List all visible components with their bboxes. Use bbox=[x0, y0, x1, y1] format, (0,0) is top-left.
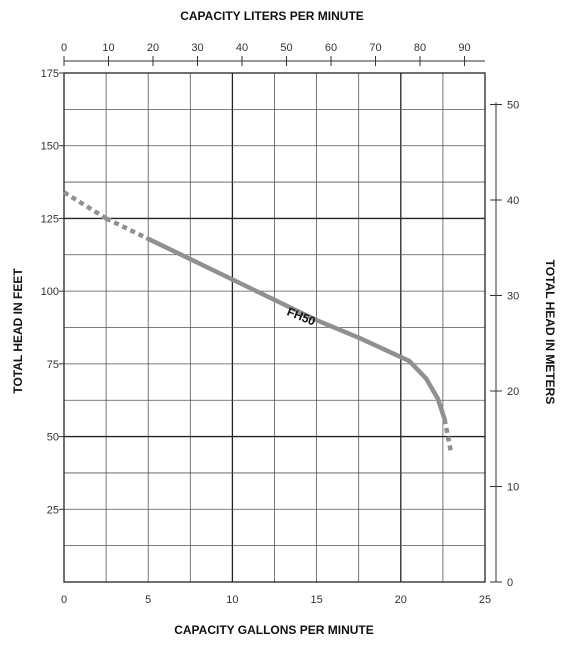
right-axis: 0 10 20 30 40 50 bbox=[490, 100, 519, 589]
series-label: FH50 bbox=[285, 305, 318, 329]
left-axis: 25 50 75 100 125 150 175 bbox=[41, 68, 64, 516]
left-axis-title: TOTAL HEAD IN FEET bbox=[11, 268, 25, 394]
left-tick-label: 25 bbox=[47, 504, 59, 516]
series-segment bbox=[230, 277, 277, 303]
top-tick-label: 20 bbox=[147, 42, 159, 54]
right-tick-label: 20 bbox=[507, 386, 519, 398]
top-tick-label: 0 bbox=[61, 42, 67, 54]
series-segment bbox=[62, 190, 108, 221]
bottom-tick-label: 20 bbox=[395, 594, 407, 606]
series-segment bbox=[445, 436, 454, 455]
right-tick-label: 40 bbox=[507, 195, 519, 207]
series-segment bbox=[145, 236, 193, 262]
left-tick-label: 150 bbox=[41, 141, 59, 153]
left-tick-label: 175 bbox=[41, 68, 59, 80]
right-tick-label: 0 bbox=[507, 577, 513, 589]
bottom-tick-label: 5 bbox=[145, 594, 151, 606]
plot-frame bbox=[63, 72, 486, 583]
series-segment bbox=[356, 335, 387, 352]
left-tick-label: 125 bbox=[41, 213, 59, 225]
grid bbox=[64, 73, 485, 582]
top-axis-title: CAPACITY LITERS PER MINUTE bbox=[180, 9, 364, 23]
series-segment bbox=[314, 317, 361, 340]
left-tick-label: 100 bbox=[41, 286, 59, 298]
left-tick-label: 50 bbox=[47, 432, 59, 444]
top-tick-label: 70 bbox=[369, 42, 381, 54]
bottom-tick-label: 25 bbox=[479, 594, 491, 606]
right-tick-label: 50 bbox=[507, 100, 519, 112]
top-tick-label: 90 bbox=[458, 42, 470, 54]
plot-border bbox=[63, 72, 486, 583]
series-segment bbox=[381, 347, 412, 364]
bottom-tick-label: 10 bbox=[226, 594, 238, 606]
top-axis: 0 10 20 30 40 50 60 70 80 90 bbox=[61, 42, 485, 66]
top-tick-label: 80 bbox=[414, 42, 426, 54]
right-axis-title: TOTAL HEAD IN METERS bbox=[543, 260, 557, 405]
bottom-axis: 0 5 10 15 20 25 bbox=[61, 594, 491, 606]
right-tick-label: 10 bbox=[507, 482, 519, 494]
top-tick-label: 50 bbox=[280, 42, 292, 54]
series-segment bbox=[442, 418, 451, 437]
right-tick-label: 30 bbox=[507, 291, 519, 303]
series-segment bbox=[188, 256, 235, 282]
top-tick-label: 40 bbox=[236, 42, 248, 54]
top-tick-label: 10 bbox=[102, 42, 114, 54]
series-segment bbox=[406, 358, 429, 381]
series-segment bbox=[105, 216, 150, 241]
series-segment bbox=[435, 396, 447, 422]
bottom-tick-label: 15 bbox=[310, 594, 322, 606]
left-tick-label: 75 bbox=[47, 359, 59, 371]
series-segment bbox=[272, 297, 319, 323]
bottom-axis-title: CAPACITY GALLONS PER MINUTE bbox=[174, 623, 374, 637]
series-layer: FH50 bbox=[62, 190, 454, 455]
top-tick-label: 30 bbox=[191, 42, 203, 54]
bottom-tick-label: 0 bbox=[61, 594, 67, 606]
top-tick-label: 60 bbox=[325, 42, 337, 54]
series-segment bbox=[423, 376, 441, 402]
